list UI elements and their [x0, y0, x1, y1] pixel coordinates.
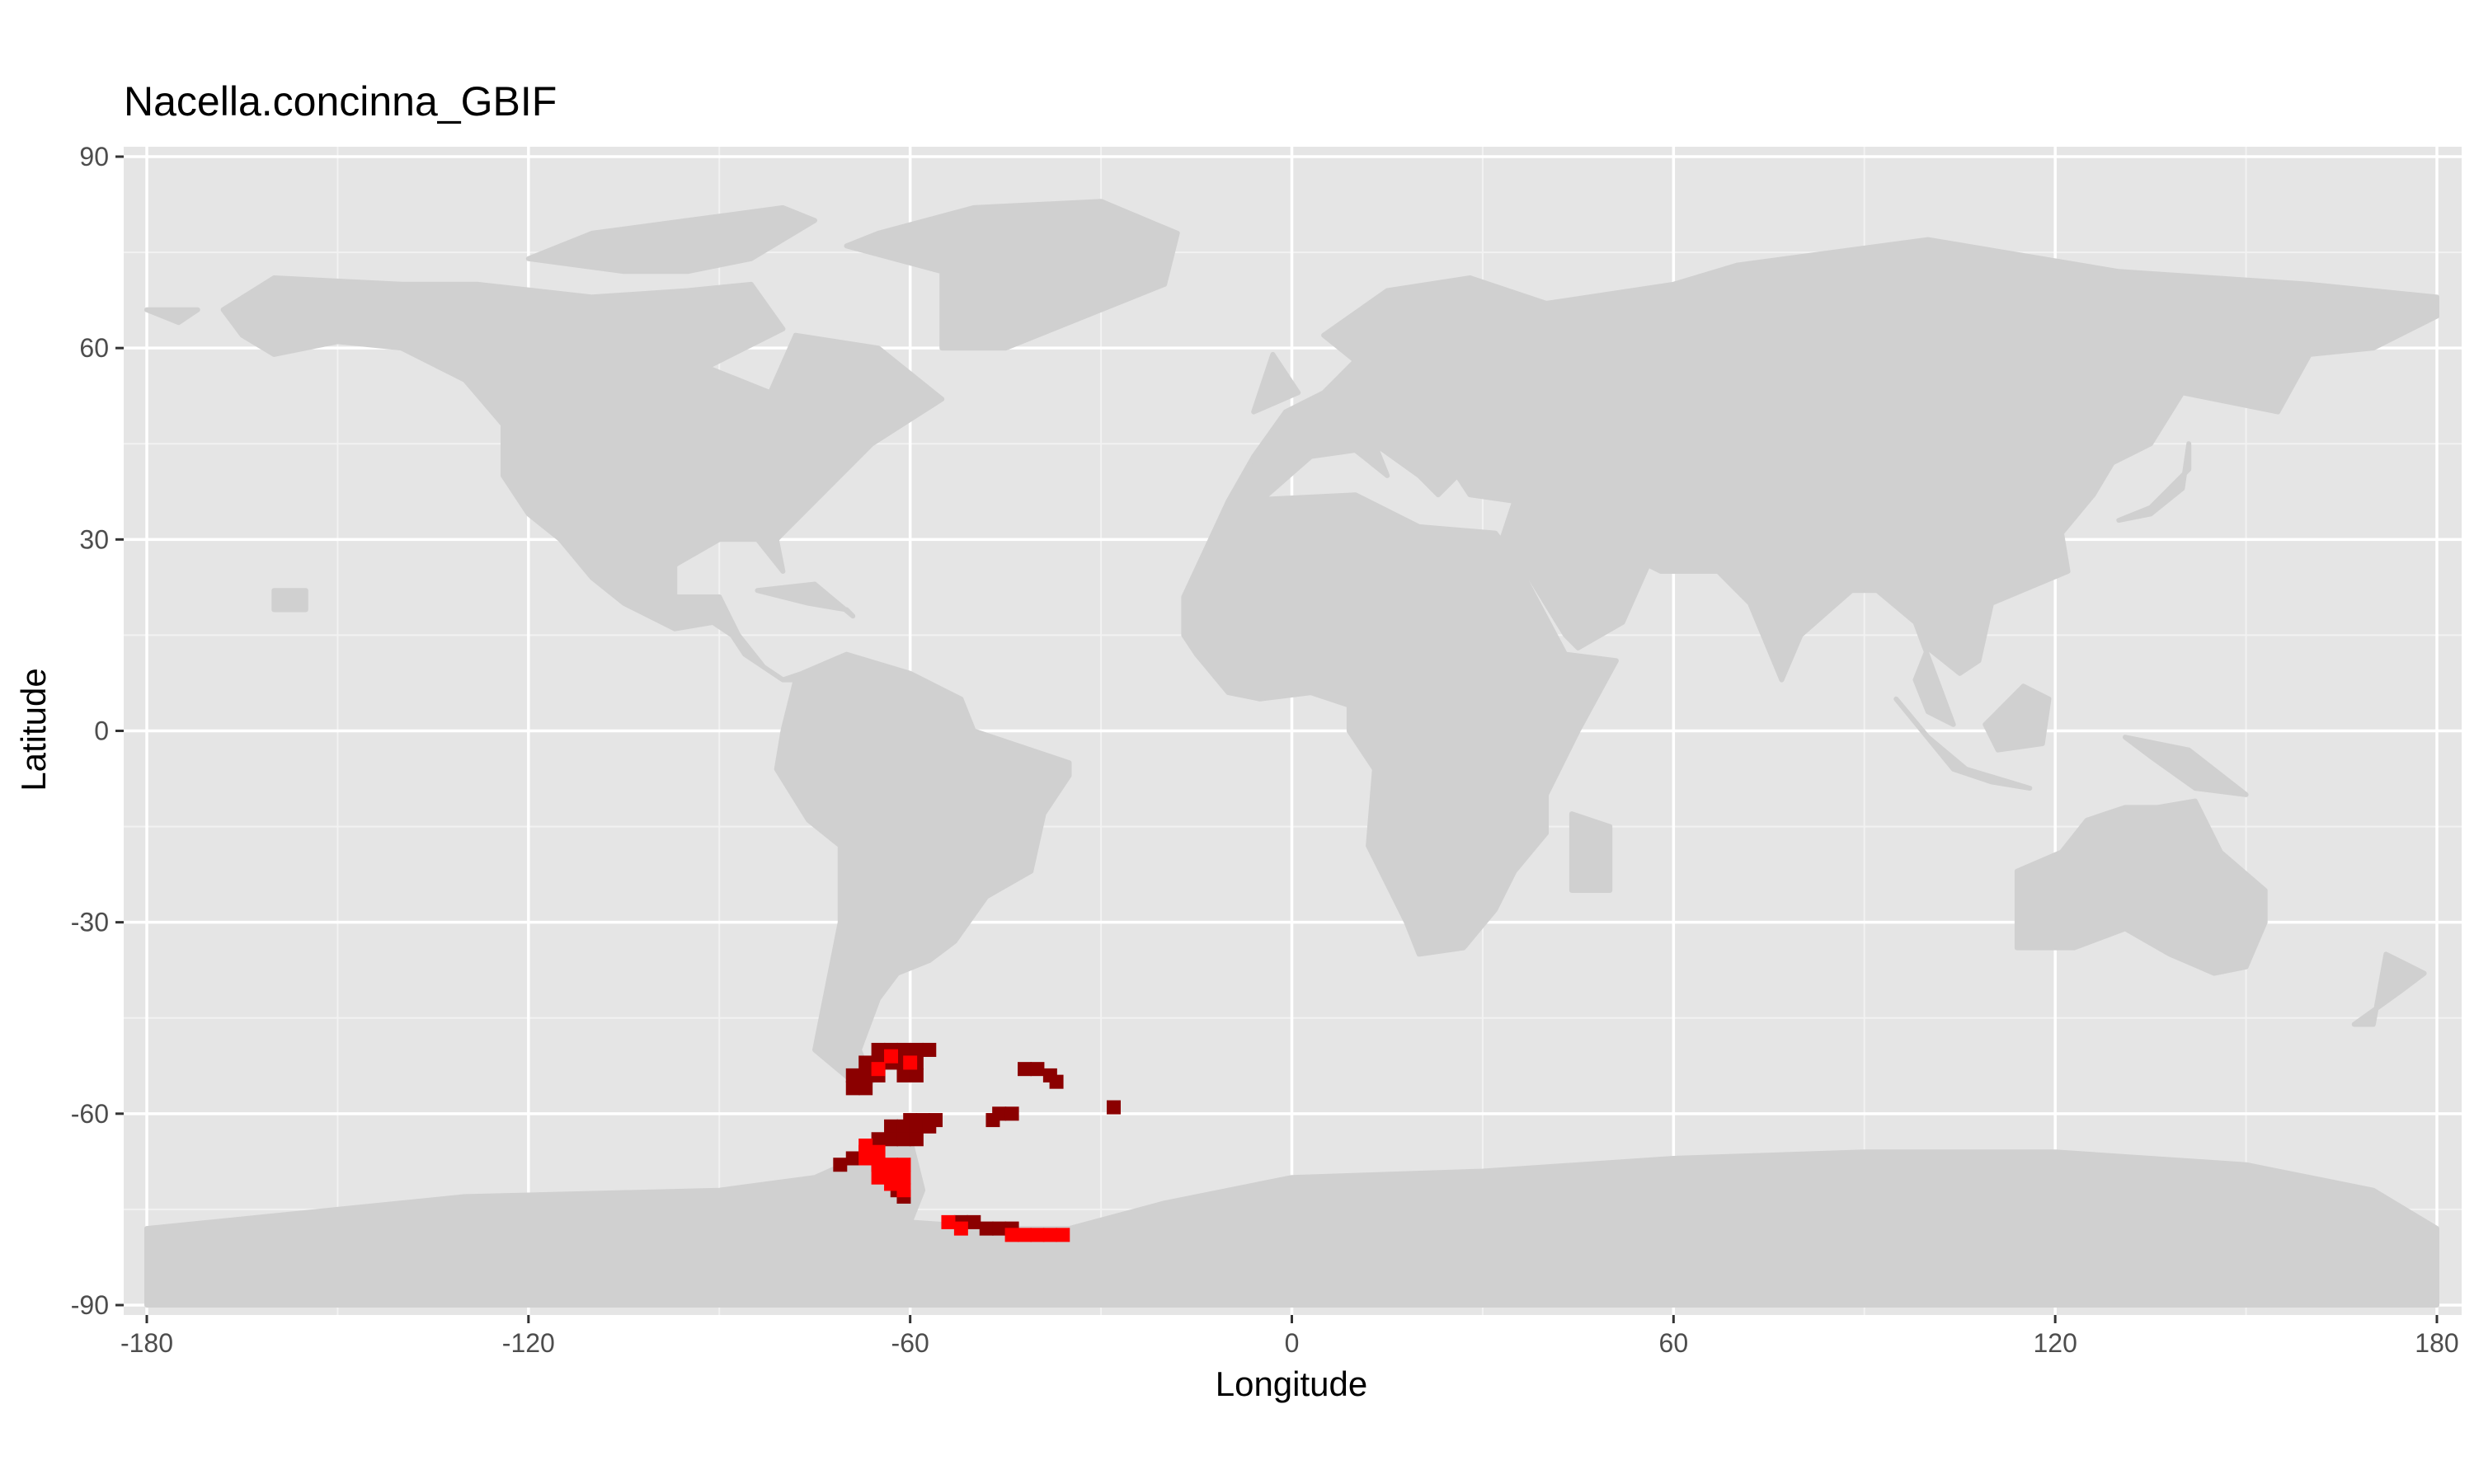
- chart-title: Nacella.concinna_GBIF: [124, 78, 557, 124]
- land-mass: [2123, 735, 2249, 797]
- occurrence-cell-dark: [967, 1214, 981, 1229]
- y-tick-label: -90: [71, 1290, 109, 1320]
- occurrence-cell-red: [858, 1139, 873, 1153]
- occurrence-cell-red: [871, 1062, 886, 1077]
- x-tick-label: -60: [891, 1328, 929, 1358]
- land-mass: [144, 1136, 2439, 1308]
- occurrence-cell-red: [903, 1055, 918, 1070]
- land-mass: [844, 199, 1180, 351]
- y-tick-label: 0: [94, 716, 109, 746]
- land-mass: [1225, 237, 2439, 727]
- occurrence-cell-dark: [896, 1119, 911, 1134]
- land-mass: [1181, 492, 1619, 957]
- occurrence-cell-dark: [871, 1132, 886, 1147]
- y-tick-label: 90: [79, 142, 109, 171]
- occurrence-cell-red: [1042, 1228, 1057, 1242]
- land-mass: [525, 204, 817, 275]
- occurrence-cell-dark: [909, 1119, 924, 1134]
- occurrence-cell-red: [1030, 1228, 1045, 1242]
- occurrence-cell-dark: [1004, 1106, 1019, 1121]
- occurrence-cell-red: [884, 1049, 899, 1064]
- land-mass: [1893, 696, 2033, 791]
- x-tick-label: 180: [2415, 1328, 2458, 1358]
- occurrence-cell-dark: [1030, 1062, 1045, 1077]
- occurrence-cell-dark: [896, 1132, 911, 1147]
- occurrence-cell-dark: [833, 1158, 848, 1172]
- occurrence-cell-dark: [992, 1221, 1007, 1236]
- x-axis-title: Longitude: [1216, 1364, 1368, 1403]
- occurrence-cell-red: [1004, 1228, 1019, 1242]
- x-tick-label: 60: [1659, 1328, 1689, 1358]
- x-tick-label: -180: [120, 1328, 173, 1358]
- occurrence-layer: [833, 1042, 1121, 1242]
- occurrence-cell-dark: [845, 1151, 860, 1166]
- occurrence-cell-red: [953, 1221, 968, 1236]
- occurrence-cell-red: [884, 1158, 899, 1172]
- x-axis: -180 -120 -60 0 60 120 180: [120, 1315, 2459, 1358]
- land-layer: [144, 199, 2439, 1308]
- occurrence-cell-dark: [896, 1068, 911, 1082]
- occurrence-cell-dark: [1049, 1074, 1064, 1089]
- occurrence-cell-dark: [858, 1081, 873, 1096]
- occurrence-cell-dark: [858, 1055, 873, 1070]
- land-mass: [2116, 441, 2192, 524]
- x-tick-label: 120: [2033, 1328, 2077, 1358]
- occurrence-cell-dark: [884, 1119, 899, 1134]
- x-tick-label: 0: [1285, 1328, 1300, 1358]
- y-tick-label: 30: [79, 524, 109, 554]
- y-tick-label: -60: [71, 1099, 109, 1129]
- occurrence-cell-dark: [896, 1042, 911, 1057]
- occurrence-cell-red: [871, 1144, 886, 1159]
- occurrence-cell-red: [1018, 1228, 1032, 1242]
- occurrence-cell-dark: [909, 1068, 924, 1082]
- occurrence-cell-dark: [884, 1132, 899, 1147]
- y-axis-title: Latitude: [14, 668, 53, 791]
- occurrence-cell-red: [896, 1158, 911, 1172]
- occurrence-cell-red: [871, 1170, 886, 1185]
- occurrence-cell-red: [1056, 1228, 1070, 1242]
- occurrence-cell-dark: [1018, 1062, 1032, 1077]
- occurrence-cell-dark: [922, 1042, 937, 1057]
- y-tick-label: -30: [71, 908, 109, 937]
- occurrence-cell-red: [871, 1158, 886, 1172]
- occurrence-cell-dark: [871, 1042, 886, 1057]
- x-tick-label: -120: [502, 1328, 555, 1358]
- land-mass: [2351, 951, 2427, 1027]
- occurrence-cell-dark: [909, 1042, 924, 1057]
- occurrence-cell-dark: [1107, 1100, 1121, 1115]
- occurrence-cell-dark: [845, 1081, 860, 1096]
- land-mass: [1982, 683, 2052, 753]
- y-tick-label: 60: [79, 333, 109, 363]
- occurrence-cell-red: [896, 1170, 911, 1185]
- occurrence-cell-dark: [909, 1132, 924, 1147]
- occurrence-cell-red: [941, 1214, 956, 1229]
- y-axis: -90 -60 -30 0 30 60 90: [71, 142, 124, 1320]
- occurrence-cell-dark: [985, 1113, 1000, 1128]
- land-mass: [1251, 351, 1301, 415]
- occurrence-cell-dark: [979, 1221, 994, 1236]
- occurrence-cell-dark: [845, 1068, 860, 1082]
- land-mass: [271, 588, 308, 613]
- land-mass: [2014, 798, 2268, 976]
- occurrence-cell-dark: [858, 1068, 873, 1082]
- land-mass: [1569, 811, 1613, 893]
- occurrence-cell-red: [858, 1151, 873, 1166]
- land-mass: [144, 307, 200, 326]
- occurrence-cell-dark: [922, 1119, 937, 1134]
- occurrence-cell-red: [884, 1176, 899, 1191]
- land-mass: [755, 581, 856, 619]
- occurrence-cell-red: [896, 1183, 911, 1198]
